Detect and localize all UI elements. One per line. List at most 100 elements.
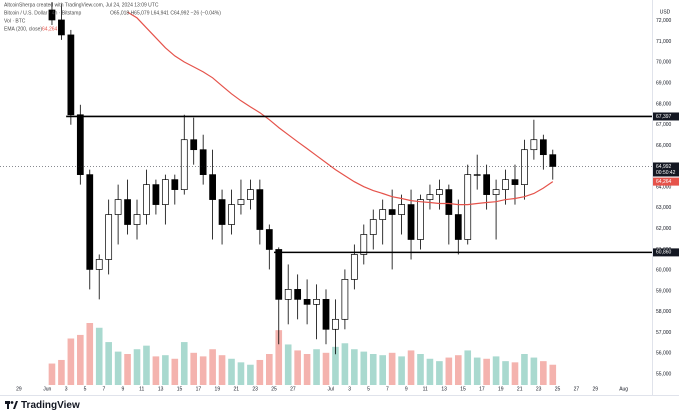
candle-body [95,259,103,270]
y-tick-label: 70,000 [656,60,672,66]
y-tick-label: 60,000 [656,268,672,274]
x-tick-label: 5 [367,386,370,392]
volume-bar [265,354,273,385]
volume-bar [162,355,169,385]
volume-legend: Vol · BTC [4,18,26,24]
y-tick-label: 59,000 [656,288,672,294]
volume-bar [436,361,443,385]
x-tick-label: Aug [619,386,628,392]
volume-bar [294,350,301,385]
candle-body [426,194,434,200]
candle-body [341,279,349,320]
y-tick-label: 66,000 [656,143,672,149]
volume-bar [407,350,415,385]
x-tick-label: 25 [271,386,277,392]
x-tick-label: 25 [555,386,561,392]
y-tick-label: 57,000 [656,330,672,336]
volume-bar [426,358,434,385]
volume-bar [284,344,292,385]
x-tick-label: 29 [16,386,22,392]
volume-bar [199,356,207,385]
candle-body [247,189,254,200]
candle-body [530,139,538,151]
volume-bar [275,330,283,385]
y-tick-label: 63,000 [656,205,672,211]
candle-body [511,179,519,185]
level-label: 60,860 [656,250,672,256]
candle-body [124,199,131,225]
candle-body [417,199,424,240]
volume-bar [180,342,188,385]
x-tick-label: 3 [65,386,68,392]
candle-body [436,189,443,195]
candle-body [76,114,84,175]
volume-bar [530,357,538,385]
ema-line [127,11,554,206]
volume-bar [303,354,311,385]
volume-bar [388,352,396,385]
candle-body [521,149,528,185]
x-tick-label: 13 [158,386,164,392]
volume-bar [464,350,472,385]
volume-bar [521,354,528,385]
volume-bar [228,358,235,385]
volume-bar [171,358,179,385]
candle-body [473,174,481,176]
candle-body [114,199,122,215]
brand: TradingView [21,400,80,411]
candle-body [275,249,283,300]
level-label-box [653,248,679,257]
candle-body [161,179,169,205]
x-tick-label: 15 [177,386,183,392]
x-tick-label: 9 [121,386,124,392]
candle-body [398,204,405,215]
y-tick-label: 71,000 [656,39,672,45]
y-tick-label: 62,000 [656,226,672,232]
symbol: Bitcoin / U.S. Dollar · 4h · Bitstamp [4,10,81,16]
candle-body [152,184,160,205]
candle-body [209,174,216,200]
volume-bar [247,364,254,385]
volume-bar [351,349,358,385]
y-tick-label: 68,000 [656,101,672,107]
volume-bar [398,356,405,385]
candle-body [58,19,65,36]
volume-bar [124,354,131,385]
ema-label-box [653,177,679,186]
ohlc-legend: O65,018 H65,079 L64,941 C64,992 −26 (−0.… [110,10,221,16]
x-tick-label: 13 [441,386,447,392]
candle-body [388,209,396,215]
volume-bar [48,363,56,385]
ema-legend: EMA (200, close) [4,26,42,32]
x-tick-label: 7 [386,386,389,392]
candle-body [180,139,188,190]
candle-body [105,214,113,260]
candle-body [360,234,368,255]
x-tick-label: 9 [405,386,408,392]
volume-bar [379,355,387,385]
volume-bar [77,334,84,385]
candle-body [218,199,226,225]
y-tick-label: 64,000 [656,184,672,190]
y-tick-label: 58,000 [656,309,672,315]
volume-bar [502,361,509,385]
candle-body [133,214,141,225]
x-tick-label: 19 [498,386,504,392]
volume-bar [105,342,112,385]
candle-body [492,189,500,195]
x-tick-label: 23 [252,386,258,392]
candle-body [332,318,339,330]
y-tick-label: 56,000 [656,351,672,357]
candle-body [256,189,264,230]
candle-body [445,189,453,215]
x-tick-label: Jul [328,386,334,392]
y-tick-label: 67,000 [656,122,672,128]
volume-bar [133,349,141,385]
ema-label: 64,264 [656,179,672,185]
volume-bar [86,323,94,385]
candle-body [284,289,292,300]
x-tick-label: 17 [196,386,202,392]
volume-bar [360,351,368,385]
